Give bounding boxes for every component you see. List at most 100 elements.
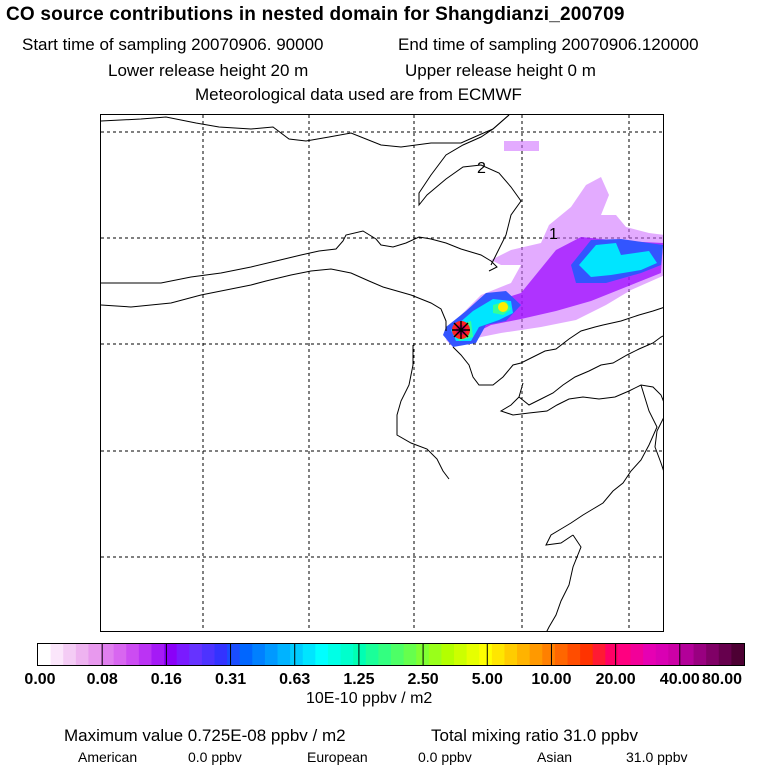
coast-bohai-north bbox=[418, 115, 522, 266]
region-name: Asian bbox=[537, 749, 573, 765]
colorbar-tick-label: 5.00 bbox=[471, 671, 503, 688]
colorbar-tick-label: 0.16 bbox=[150, 671, 182, 688]
colorbar-cell bbox=[542, 644, 556, 665]
colorbar-cell bbox=[201, 644, 216, 665]
border-line bbox=[101, 115, 510, 148]
colorbar-cell bbox=[630, 644, 644, 665]
colorbar-cell bbox=[302, 644, 316, 665]
colorbar-tick-label: 0.00 bbox=[24, 671, 56, 688]
colorbar-cell bbox=[428, 644, 443, 665]
colorbar-cell bbox=[126, 644, 140, 665]
colorbar-tick-label: 1.25 bbox=[343, 671, 375, 688]
colorbar-tick-label: 0.63 bbox=[279, 671, 311, 688]
colorbar-cell bbox=[113, 644, 127, 665]
colorbar-tick-label: 80.00 bbox=[701, 671, 743, 688]
colorbar-cell bbox=[706, 644, 720, 665]
colorbar-cell bbox=[353, 644, 367, 665]
colorbar-cell bbox=[315, 644, 329, 665]
colorbar-cell bbox=[718, 644, 732, 665]
coast-lower bbox=[546, 534, 582, 631]
meteorological-data-label: Meteorological data used are from ECMWF bbox=[195, 85, 522, 104]
coast-korea bbox=[654, 417, 663, 471]
colorbar-cell bbox=[517, 644, 531, 665]
colorbar-cell bbox=[617, 644, 632, 665]
colorbar-cell bbox=[264, 644, 279, 665]
upper-release-height-label: Upper release height 0 m bbox=[405, 61, 596, 80]
coastlines bbox=[101, 115, 663, 631]
map-label-2: 2 bbox=[477, 160, 486, 177]
colorbar-cell bbox=[88, 644, 102, 665]
colorbar-cell bbox=[454, 644, 468, 665]
colorbar-cell bbox=[340, 644, 354, 665]
colorbar-cell bbox=[529, 644, 543, 665]
colorbar-cell bbox=[391, 644, 405, 665]
map-label-1: 1 bbox=[549, 226, 558, 243]
colorbar-cell bbox=[164, 644, 178, 665]
colorbar-cell bbox=[479, 644, 493, 665]
region-value: 0.0 ppbv bbox=[188, 749, 242, 765]
total-mixing-ratio-label: Total mixing ratio 31.0 ppbv bbox=[431, 726, 638, 745]
colorbar-cell bbox=[189, 644, 203, 665]
colorbar-cell bbox=[466, 644, 480, 665]
colorbar-cell bbox=[38, 644, 52, 665]
lower-release-height-label: Lower release height 20 m bbox=[108, 61, 309, 80]
colorbar-cell bbox=[643, 644, 657, 665]
colorbar-frame bbox=[37, 643, 745, 666]
start-time-label: Start time of sampling 20070906. 90000 bbox=[22, 35, 324, 54]
border-line bbox=[396, 345, 450, 480]
colorbar-cell bbox=[365, 644, 379, 665]
colorbar-tick-label: 20.00 bbox=[595, 671, 636, 688]
colorbar-cell bbox=[378, 644, 392, 665]
colorbar-cell bbox=[290, 644, 304, 665]
region-name: American bbox=[78, 749, 138, 765]
colorbar-cell bbox=[227, 644, 241, 665]
colorbar-tick-label: 2.50 bbox=[407, 671, 439, 688]
colorbar-cell bbox=[239, 644, 253, 665]
border-line bbox=[101, 268, 447, 331]
graticule bbox=[101, 115, 663, 631]
colorbar-cell bbox=[731, 644, 745, 665]
colorbar-cell bbox=[592, 644, 606, 665]
end-time-label: End time of sampling 20070906.120000 bbox=[398, 35, 699, 54]
map-panel: 2 1 bbox=[100, 114, 664, 632]
coast-bohai-south bbox=[452, 307, 663, 386]
colorbar-cell bbox=[176, 644, 190, 665]
region-name: European bbox=[307, 749, 368, 765]
colorbar-cell bbox=[252, 644, 266, 665]
colorbar-cell bbox=[491, 644, 506, 665]
colorbar-tick-label: 40.00 bbox=[659, 671, 700, 688]
colorbar-cell bbox=[138, 644, 153, 665]
colorbar-cell bbox=[277, 644, 291, 665]
colorbar-cell bbox=[693, 644, 707, 665]
colorbar-cell bbox=[580, 644, 594, 665]
colorbar-cell bbox=[567, 644, 581, 665]
colorbar-cell bbox=[75, 644, 90, 665]
plume-cyan-layer bbox=[451, 243, 657, 341]
colorbar-cell bbox=[655, 644, 669, 665]
colorbar-cell bbox=[680, 644, 695, 665]
region-value: 31.0 ppbv bbox=[626, 749, 688, 765]
coast-yellow-sea bbox=[499, 384, 663, 416]
colorbar bbox=[37, 643, 745, 666]
colorbar-cell bbox=[504, 644, 518, 665]
colorbar-cell bbox=[327, 644, 342, 665]
colorbar-unit-label: 10E-10 ppbv / m2 bbox=[306, 690, 433, 707]
coast-shandong bbox=[518, 335, 663, 406]
colorbar-cell bbox=[151, 644, 165, 665]
map-canvas: 2 1 bbox=[101, 115, 663, 631]
colorbar-tick-label: 0.31 bbox=[214, 671, 247, 688]
colorbar-cell bbox=[50, 644, 64, 665]
colorbar-tick-label: 0.08 bbox=[86, 671, 118, 688]
region-value: 0.0 ppbv bbox=[418, 749, 472, 765]
colorbar-cell bbox=[554, 644, 569, 665]
colorbar-tick-label: 10.00 bbox=[531, 671, 572, 688]
colorbar-cell bbox=[605, 644, 619, 665]
border-line bbox=[101, 230, 498, 284]
colorbar-cell bbox=[668, 644, 682, 665]
colorbar-cell bbox=[403, 644, 417, 665]
plume-yellow-spot bbox=[498, 302, 508, 312]
colorbar-cell bbox=[441, 644, 455, 665]
map-title: CO source contributions in nested domain… bbox=[6, 4, 625, 25]
colorbar-cell bbox=[101, 644, 115, 665]
coast-jiangsu bbox=[545, 384, 658, 546]
